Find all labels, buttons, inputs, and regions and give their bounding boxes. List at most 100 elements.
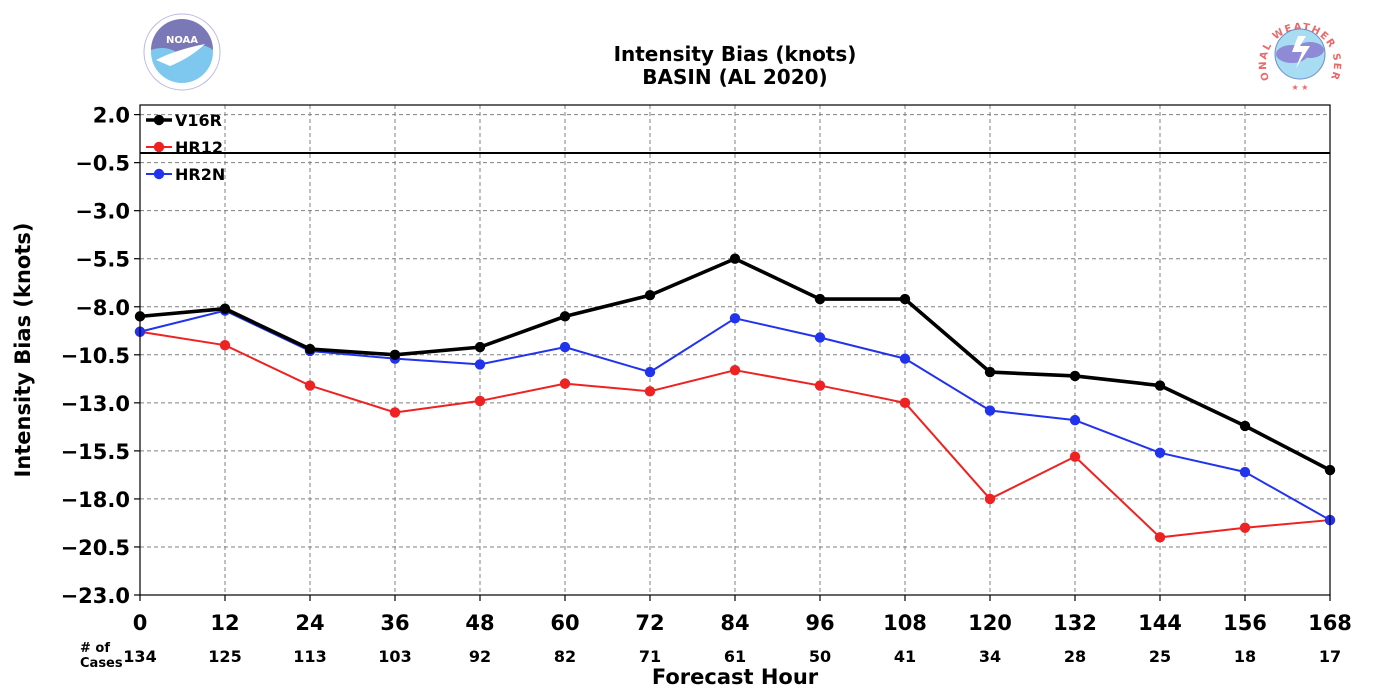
x-tick-label: 60 [550,611,579,635]
legend-marker [153,141,165,153]
y-tick-label: −18.0 [61,488,130,512]
x-tick-label: 120 [968,611,1012,635]
y-tick-label: −10.5 [61,344,130,368]
case-count: 28 [1064,647,1086,666]
data-point-v16r [219,303,231,314]
x-tick-label: 36 [380,611,409,635]
case-count: 34 [979,647,1001,666]
chart-title: Intensity Bias (knots) [614,42,857,66]
data-point-v16r [984,366,996,378]
case-count: 50 [809,647,831,666]
x-axis-label: Forecast Hour [652,665,819,689]
y-axis-ticks: 2.0 −0.5 −3.0 −5.5 −8.0 −10.5 −13.0 −15.5 −18.0 −… [61,104,140,608]
data-point-v16r [899,293,911,305]
data-point-v16r [559,311,571,322]
x-axis-ticks: 0 12 24 36 48 60 72 84 96 108 120 132 144 156 168 [133,595,1352,635]
x-tick-label: 0 [133,611,148,635]
x-tick-label: 108 [883,611,927,635]
x-tick-label: 48 [465,611,494,635]
data-point-hr2n [1154,447,1166,459]
data-point-hr12 [814,380,826,391]
noaa-logo-icon: NOAA [143,13,221,91]
series-layer [134,253,1336,543]
case-count: 25 [1149,647,1171,666]
data-point-v16r [474,341,486,353]
data-point-hr12 [984,493,996,505]
cases-row: 134 125 113 103 92 82 71 61 50 41 34 28 25 18 17 [123,647,1341,666]
legend-item-hr12: HR12 [146,138,223,157]
data-point-hr2n [984,405,996,416]
case-count: 125 [208,647,241,666]
y-tick-label: −5.5 [75,248,130,272]
data-point-hr2n [814,332,826,343]
y-tick-label: −0.5 [75,152,130,176]
case-count: 82 [554,647,576,666]
data-point-v16r [644,290,656,301]
chart-subtitle: BASIN (AL 2020) [642,65,827,89]
legend: V16R HR12 HR2N [146,111,225,184]
series-v16r [134,253,1336,476]
x-tick-label: 168 [1308,611,1352,635]
data-point-hr12 [1239,522,1251,533]
legend-marker [153,114,165,126]
data-point-hr12 [1154,532,1166,543]
data-point-hr12 [389,407,401,418]
data-point-v16r [1154,380,1166,391]
case-count: 41 [894,647,916,666]
data-point-hr2n [1239,466,1251,478]
data-point-v16r [1239,420,1251,432]
legend-item-v16r: V16R [146,111,222,130]
y-axis-label: Intensity Bias (knots) [11,223,35,478]
x-tick-label: 96 [805,611,834,635]
data-point-hr12 [304,380,316,391]
series-hr12 [134,326,1336,543]
data-point-hr2n [1069,414,1081,426]
y-tick-label: −3.0 [75,200,130,224]
legend-label: HR12 [175,138,223,157]
x-tick-label: 156 [1223,611,1267,635]
data-point-hr2n [729,313,741,324]
case-count: 134 [123,647,156,666]
case-count: 17 [1319,647,1341,666]
y-tick-label: −20.5 [61,536,130,560]
legend-label: V16R [175,111,222,130]
data-point-hr12 [219,339,231,351]
data-point-hr12 [1069,451,1081,462]
data-point-v16r [1069,370,1081,382]
data-point-v16r [814,293,826,305]
y-tick-label: −23.0 [61,584,130,608]
data-point-v16r [304,343,316,355]
case-count: 61 [724,647,746,666]
y-tick-label: −15.5 [61,440,130,464]
y-tick-label: −8.0 [75,296,130,320]
legend-item-hr2n: HR2N [146,165,225,184]
data-point-hr12 [899,397,911,409]
data-point-hr2n [559,341,571,353]
cases-label-line1: # of [80,641,110,656]
legend-label: HR2N [175,165,225,184]
x-tick-label: 132 [1053,611,1097,635]
y-tick-label: 2.0 [93,104,130,128]
x-tick-label: 144 [1138,611,1182,635]
x-tick-label: 84 [720,611,749,635]
data-point-v16r [389,349,401,361]
cases-label-line2: Cases [80,656,123,671]
case-count: 103 [378,647,411,666]
data-point-hr12 [559,378,571,389]
data-point-v16r [729,253,741,264]
x-tick-label: 12 [210,611,239,635]
svg-text:★ ★: ★ ★ [1292,83,1309,92]
y-tick-label: −13.0 [61,392,130,416]
x-tick-label: 24 [295,611,324,635]
legend-marker [153,168,165,180]
data-point-hr12 [729,364,741,376]
x-tick-label: 72 [635,611,664,635]
case-count: 71 [639,647,661,666]
case-count: 18 [1234,647,1256,666]
data-point-hr12 [644,386,656,397]
data-point-hr2n [474,359,486,370]
data-point-hr12 [474,395,486,407]
data-point-hr2n [644,366,656,378]
noaa-logo-text: NOAA [166,35,198,46]
